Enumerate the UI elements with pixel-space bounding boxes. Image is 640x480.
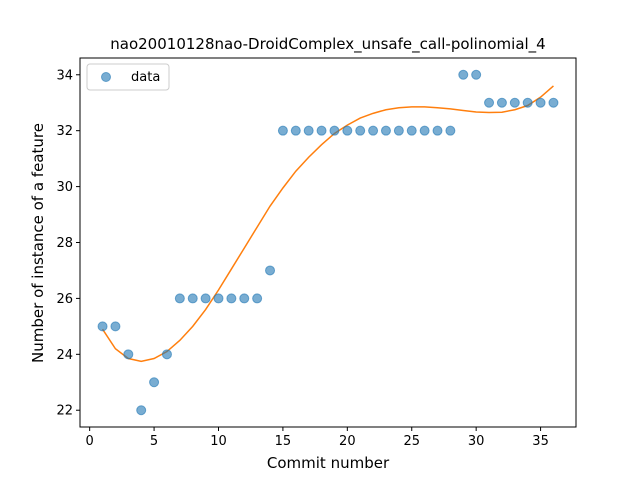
data-point (380, 125, 391, 136)
fit-line (101, 85, 554, 363)
data-point (97, 321, 108, 332)
data-point (252, 293, 263, 304)
data-point (342, 125, 353, 136)
y-axis-label: Number of instance of a feature (29, 123, 47, 363)
x-tick-label: 10 (210, 434, 227, 449)
x-tick-label: 5 (150, 434, 158, 449)
x-tick-label: 0 (86, 434, 94, 449)
data-point (161, 349, 172, 360)
data-point (522, 97, 533, 108)
data-point (406, 125, 417, 136)
data-point (239, 293, 250, 304)
y-tick-label: 30 (56, 180, 73, 195)
x-axis-label: Commit number (267, 454, 390, 472)
data-point (110, 321, 121, 332)
data-point (471, 69, 482, 80)
x-tick-label: 30 (468, 434, 485, 449)
chart-title: nao20010128nao-DroidComplex_unsafe_call-… (110, 35, 545, 54)
data-point (329, 125, 340, 136)
plot-area: 0 5 10 15 20 25 30 35 22 24 26 28 30 32 34 (56, 57, 577, 449)
data-point (535, 97, 546, 108)
data-point (265, 265, 276, 276)
data-point (484, 97, 495, 108)
x-tick-label: 35 (532, 434, 549, 449)
data-point (290, 125, 301, 136)
data-point (509, 97, 520, 108)
y-tick-label: 32 (56, 124, 73, 139)
legend-box (86, 63, 170, 91)
data-point (136, 405, 147, 416)
y-tick-label: 28 (56, 236, 73, 251)
legend-label-data: data (131, 70, 160, 85)
data-point (393, 125, 404, 136)
data-point (149, 377, 160, 388)
data-point (419, 125, 430, 136)
data-point (432, 125, 443, 136)
data-point (213, 293, 224, 304)
y-tick-label: 22 (56, 404, 73, 419)
y-tick-label: 24 (56, 348, 73, 363)
legend-marker-data (101, 72, 111, 82)
x-tick-label: 15 (275, 434, 292, 449)
y-tick-label: 26 (56, 292, 73, 307)
data-point (226, 293, 237, 304)
y-tick-label: 34 (56, 68, 73, 83)
legend: data (86, 63, 170, 91)
data-point (355, 125, 366, 136)
data-point (123, 349, 134, 360)
x-tick-label: 25 (403, 434, 420, 449)
data-point (458, 69, 469, 80)
data-point (445, 125, 456, 136)
x-tick-label: 20 (339, 434, 356, 449)
data-point (277, 125, 288, 136)
data-point (368, 125, 379, 136)
data-point (316, 125, 327, 136)
data-point (174, 293, 185, 304)
data-point (200, 293, 211, 304)
data-point (496, 97, 507, 108)
data-point (548, 97, 559, 108)
data-point (187, 293, 198, 304)
data-point (303, 125, 314, 136)
